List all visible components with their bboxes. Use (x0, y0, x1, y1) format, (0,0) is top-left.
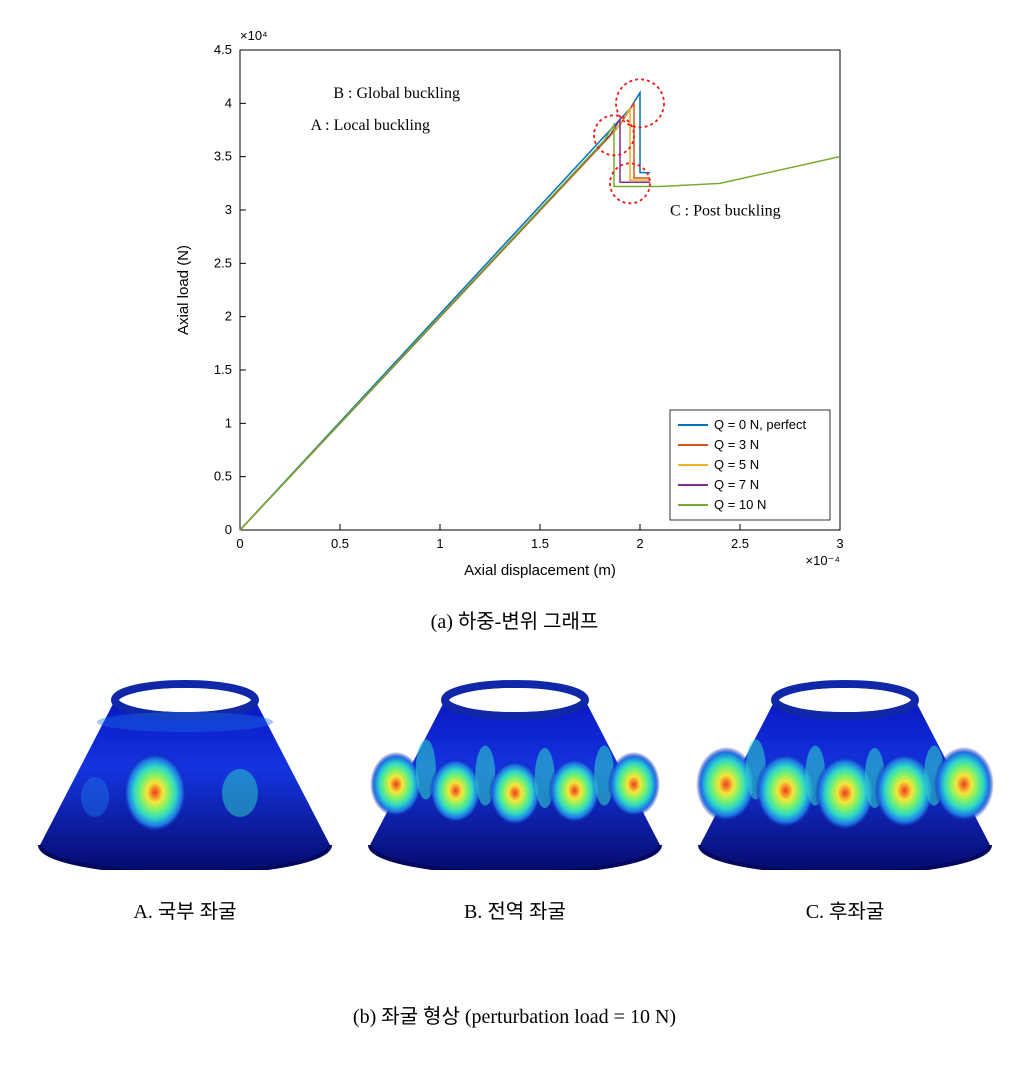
svg-text:3: 3 (225, 202, 232, 217)
buckling-lobe (81, 777, 109, 817)
chart-legend: Q = 0 N, perfect Q = 3 N Q = 5 N Q = 7 N Q =… (670, 410, 830, 520)
svg-text:3.5: 3.5 (214, 149, 232, 164)
x-ticks: 0 0.5 1 1.5 2 2.5 3 (236, 524, 843, 551)
svg-text:0: 0 (236, 536, 243, 551)
annotation-text: B : Global buckling (333, 85, 460, 102)
top-band (97, 712, 273, 732)
svg-text:3: 3 (836, 536, 843, 551)
cone-c-label: C. 후좌굴 (690, 895, 1000, 924)
cone-b-label: B. 전역 좌굴 (360, 895, 670, 924)
svg-text:0.5: 0.5 (331, 536, 349, 551)
cone-top-hole (783, 688, 907, 712)
buckling-hotspot (489, 761, 541, 826)
cone-a: A. 국부 좌굴 (30, 670, 340, 924)
svg-text:0.5: 0.5 (214, 469, 232, 484)
svg-text:Q = 5 N: Q = 5 N (714, 457, 759, 472)
annotation-text: C : Post buckling (670, 202, 781, 219)
cone-a-label: A. 국부 좌굴 (30, 895, 340, 924)
cone-b: B. 전역 좌굴 (360, 670, 670, 924)
svg-text:1.5: 1.5 (531, 536, 549, 551)
series-line (240, 103, 650, 530)
svg-text:2.5: 2.5 (731, 536, 749, 551)
buckling-hotspot (123, 752, 187, 832)
x-axis-label: Axial displacement (m) (464, 562, 616, 579)
chart-svg: 00.511.522.53 00.511.522.533.544.5 ×10⁴ … (160, 20, 880, 580)
cone-c-svg (690, 670, 1000, 870)
svg-text:2: 2 (636, 536, 643, 551)
svg-text:Q = 10 N: Q = 10 N (714, 497, 766, 512)
annotation-text: A : Local buckling (310, 117, 430, 134)
svg-text:1: 1 (225, 415, 232, 430)
svg-text:0: 0 (225, 522, 232, 537)
buckling-shapes-row: A. 국부 좌굴 B. 전역 좌굴 C. 후좌굴 (30, 670, 1000, 924)
svg-text:1: 1 (436, 536, 443, 551)
svg-text:4: 4 (225, 95, 232, 110)
svg-text:Q = 7 N: Q = 7 N (714, 477, 759, 492)
series-line (240, 109, 650, 530)
svg-text:2.5: 2.5 (214, 255, 232, 270)
caption-a: (a) 하중-변위 그래프 (0, 605, 1029, 634)
cone-top-hole (453, 688, 577, 712)
svg-text:1.5: 1.5 (214, 362, 232, 377)
cone-b-svg (360, 670, 670, 870)
svg-text:4.5: 4.5 (214, 42, 232, 57)
buckling-hotspot (430, 758, 482, 823)
cone-c: C. 후좌굴 (690, 670, 1000, 924)
svg-text:2: 2 (225, 309, 232, 324)
buckling-hotspot (934, 747, 994, 822)
cone-top-hole (123, 688, 247, 712)
buckling-lobe (222, 769, 258, 817)
buckling-hotspot (548, 758, 600, 823)
svg-text:Q = 3 N: Q = 3 N (714, 437, 759, 452)
y-ticks: 0 0.5 1 1.5 2 2.5 3 3.5 4 4.5 (214, 42, 246, 537)
y-axis-label: Axial load (N) (175, 245, 192, 335)
x-exponent: ×10⁻⁴ (806, 553, 841, 568)
series-line (240, 119, 650, 530)
svg-text:Q = 0 N, perfect: Q = 0 N, perfect (714, 417, 807, 432)
load-displacement-chart: 00.511.522.53 00.511.522.533.544.5 ×10⁴ … (160, 20, 880, 580)
caption-b: (b) 좌굴 형상 (perturbation load = 10 N) (0, 1000, 1029, 1029)
buckling-hotspot (608, 752, 660, 817)
y-exponent: ×10⁴ (240, 28, 268, 43)
cone-a-svg (30, 670, 340, 870)
buckling-hotspot (370, 752, 422, 817)
